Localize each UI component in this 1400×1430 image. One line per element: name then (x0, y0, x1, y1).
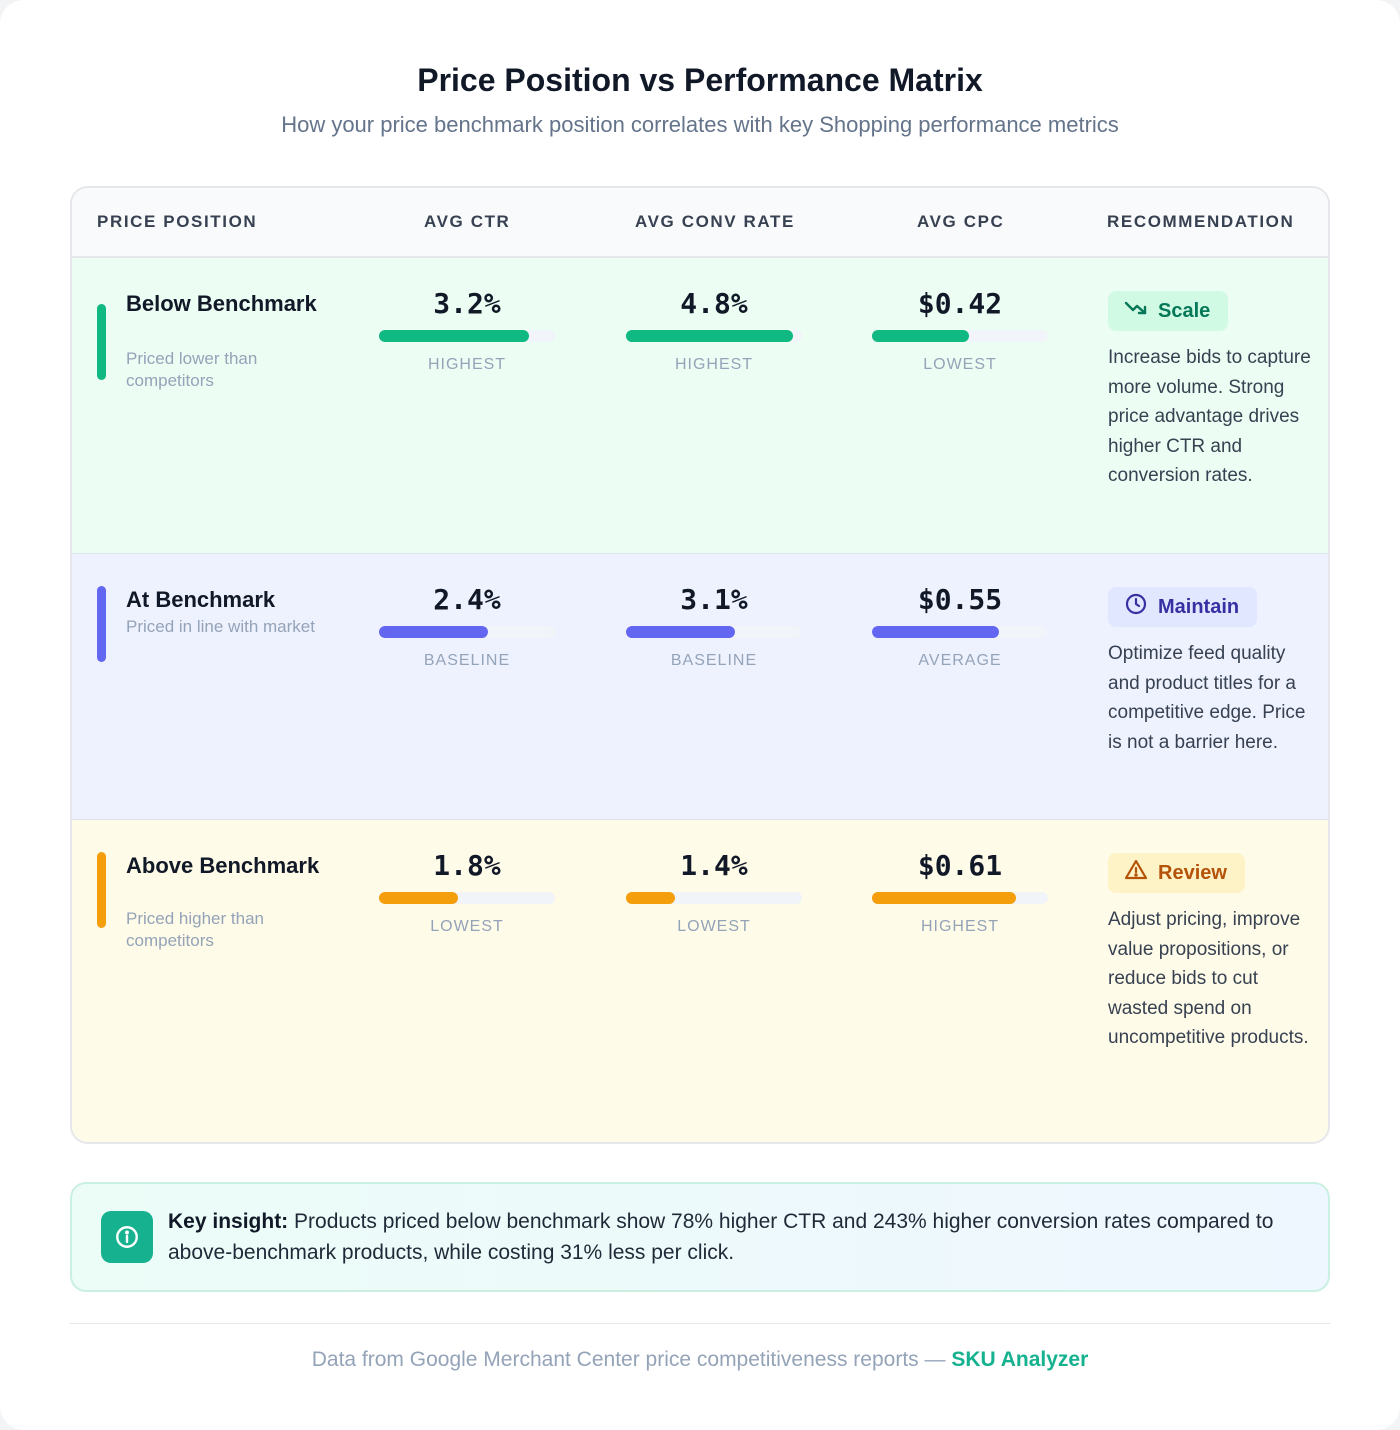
key-insight-callout: Key insight: Products priced below bench… (70, 1182, 1330, 1292)
metric-value: 2.4% (433, 583, 501, 616)
metric-bar-fill (872, 626, 999, 638)
table-row-at-benchmark: At Benchmark Priced in line with market … (72, 554, 1328, 820)
column-header-recommendation: RECOMMENDATION (1107, 212, 1295, 231)
metric-tag: BASELINE (423, 652, 511, 669)
metric-value: $0.55 (917, 583, 1003, 616)
metric-avg-cpc: $0.42 LOWEST (872, 286, 1048, 374)
metric-bar-track (872, 626, 1048, 638)
metric-avg-conv-rate: 4.8% HIGHEST (626, 286, 802, 374)
badge-label: Review (1158, 861, 1227, 884)
badge-label: Maintain (1158, 595, 1240, 618)
position-title: At Benchmark (126, 587, 276, 612)
recommendation-badge-maintain: Maintain (1108, 587, 1258, 627)
table-header: PRICE POSITION AVG CTR AVG CONV RATE AVG… (72, 188, 1328, 258)
position-title: Below Benchmark (126, 291, 317, 316)
metric-tag: BASELINE (670, 652, 758, 669)
metric-bar-fill (626, 892, 676, 904)
metric-tag: AVERAGE (918, 652, 1002, 669)
metric-tag: LOWEST (923, 356, 997, 373)
metric-value: 3.1% (680, 583, 748, 616)
metric-value: 3.2% (433, 287, 501, 320)
row-accent-bar (97, 852, 106, 928)
column-header-avg-cpc: AVG CPC (917, 212, 1005, 231)
row-accent-bar (97, 586, 106, 662)
table-row-above-benchmark: Above Benchmark Priced higher than compe… (72, 820, 1328, 1142)
key-insight-text: Key insight: Products priced below bench… (168, 1206, 1314, 1268)
metric-value: 1.4% (680, 849, 748, 882)
metric-bar-fill (872, 892, 1017, 904)
metric-bar-track (872, 892, 1048, 904)
metric-avg-ctr: 3.2% HIGHEST (379, 286, 555, 374)
column-header-avg-ctr: AVG CTR (424, 212, 511, 231)
recommendation-badge-scale: Scale (1108, 291, 1229, 331)
trending-down-icon (1124, 296, 1148, 326)
row-accent-bar (97, 304, 106, 380)
footer-source-text: Data from Google Merchant Center price c… (311, 1348, 946, 1371)
metric-value: $0.61 (917, 849, 1003, 882)
metric-bar-track (379, 626, 555, 638)
footer-brand-link[interactable]: SKU Analyzer (951, 1348, 1089, 1371)
badge-label: Scale (1158, 299, 1211, 322)
footer-note: Data from Google Merchant Center price c… (0, 1348, 1400, 1372)
metric-avg-conv-rate: 3.1% BASELINE (626, 582, 802, 670)
metric-bar-track (379, 330, 555, 342)
metric-bar-fill (379, 892, 459, 904)
key-insight-body: Products priced below benchmark show 78%… (168, 1210, 1274, 1264)
position-subtitle: Priced higher than competitors (126, 909, 264, 950)
metric-bar-fill (626, 330, 794, 342)
metric-avg-ctr: 2.4% BASELINE (379, 582, 555, 670)
metric-bar-track (626, 626, 802, 638)
recommendation-badge-review: Review (1108, 853, 1245, 893)
metric-avg-ctr: 1.8% LOWEST (379, 848, 555, 936)
metric-tag: HIGHEST (674, 356, 754, 373)
metric-tag: LOWEST (430, 918, 504, 935)
position-title: Above Benchmark (126, 853, 320, 878)
metric-value: 1.8% (433, 849, 501, 882)
column-header-price-position: PRICE POSITION (97, 212, 258, 231)
metric-avg-cpc: $0.55 AVERAGE (872, 582, 1048, 670)
page-title: Price Position vs Performance Matrix (417, 62, 983, 98)
position-subtitle: Priced lower than competitors (126, 349, 258, 390)
metric-tag: HIGHEST (920, 918, 1000, 935)
metric-tag: LOWEST (677, 918, 751, 935)
footer-divider (70, 1323, 1330, 1324)
performance-matrix: PRICE POSITION AVG CTR AVG CONV RATE AVG… (70, 186, 1330, 1144)
recommendation-text: Increase bids to capture more volume. St… (1108, 347, 1311, 486)
recommendation-text: Optimize feed quality and product titles… (1108, 643, 1306, 753)
metric-bar-fill (872, 330, 969, 342)
key-insight-label: Key insight: (168, 1210, 289, 1233)
metric-bar-track (626, 892, 802, 904)
metric-value: 4.8% (680, 287, 748, 320)
metric-bar-fill (379, 626, 489, 638)
metric-avg-conv-rate: 1.4% LOWEST (626, 848, 802, 936)
metric-bar-track (872, 330, 1048, 342)
metric-bar-track (626, 330, 802, 342)
recommendation-text: Adjust pricing, improve value propositio… (1108, 909, 1309, 1048)
position-subtitle: Priced in line with market (126, 617, 315, 636)
info-icon (101, 1211, 153, 1263)
column-header-avg-conv-rate: AVG CONV RATE (635, 212, 795, 231)
metric-value: $0.42 (917, 287, 1003, 320)
metric-avg-cpc: $0.61 HIGHEST (872, 848, 1048, 936)
clock-icon (1124, 592, 1148, 622)
metric-bar-track (379, 892, 555, 904)
metric-tag: HIGHEST (427, 356, 507, 373)
warning-icon (1124, 858, 1148, 888)
page-subtitle: How your price benchmark position correl… (281, 112, 1119, 137)
table-row-below-benchmark: Below Benchmark Priced lower than compet… (72, 258, 1328, 554)
metric-bar-fill (379, 330, 529, 342)
metric-bar-fill (626, 626, 736, 638)
